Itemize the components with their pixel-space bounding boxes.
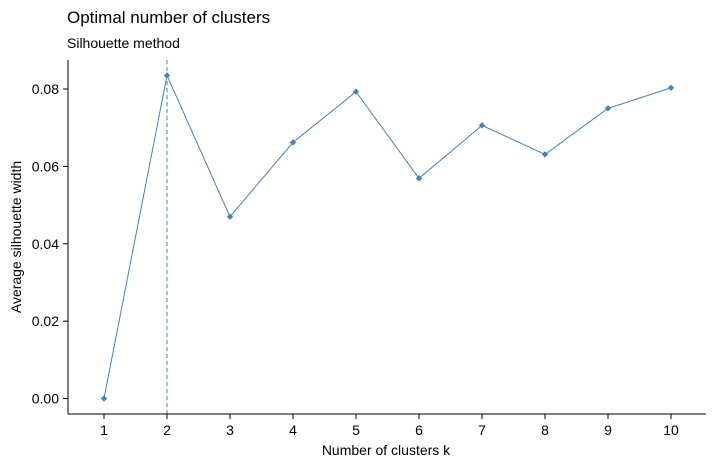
y-tick-label: 0.04: [32, 236, 59, 252]
x-axis-title: Number of clusters k: [322, 442, 451, 458]
data-point: [667, 84, 675, 92]
x-tick-label: 5: [352, 422, 360, 438]
x-tick-label: 10: [663, 422, 679, 438]
x-tick-label: 3: [226, 422, 234, 438]
x-tick-label: 7: [478, 422, 486, 438]
x-tick-label: 2: [163, 422, 171, 438]
x-tick-label: 4: [289, 422, 297, 438]
x-tick-label: 1: [100, 422, 108, 438]
data-point: [541, 151, 549, 158]
chart-title: Optimal number of clusters: [67, 8, 270, 27]
data-point: [604, 105, 612, 112]
plot-area: [100, 60, 675, 414]
y-tick-label: 0.08: [32, 81, 59, 97]
x-tick-label: 8: [541, 422, 549, 438]
data-point: [478, 122, 486, 129]
y-tick-label: 0.06: [32, 158, 59, 174]
x-tick-label: 6: [415, 422, 423, 438]
data-point: [163, 72, 171, 79]
data-point: [100, 395, 108, 402]
y-axis-title: Average silhouette width: [8, 161, 24, 313]
y-tick-label: 0.00: [32, 391, 59, 407]
data-point: [226, 213, 234, 220]
y-axis-ticks: 0.00 0.02 0.04 0.06 0.08: [32, 81, 68, 407]
data-point: [352, 88, 360, 95]
chart-subtitle: Silhouette method: [67, 35, 180, 51]
x-tick-label: 9: [604, 422, 612, 438]
data-point: [289, 139, 297, 146]
series-line: [103, 73, 672, 399]
data-point: [415, 175, 423, 182]
x-axis-ticks: 1 2 3 4 5 6 7 8 9 10: [100, 414, 679, 438]
y-tick-label: 0.02: [32, 313, 59, 329]
